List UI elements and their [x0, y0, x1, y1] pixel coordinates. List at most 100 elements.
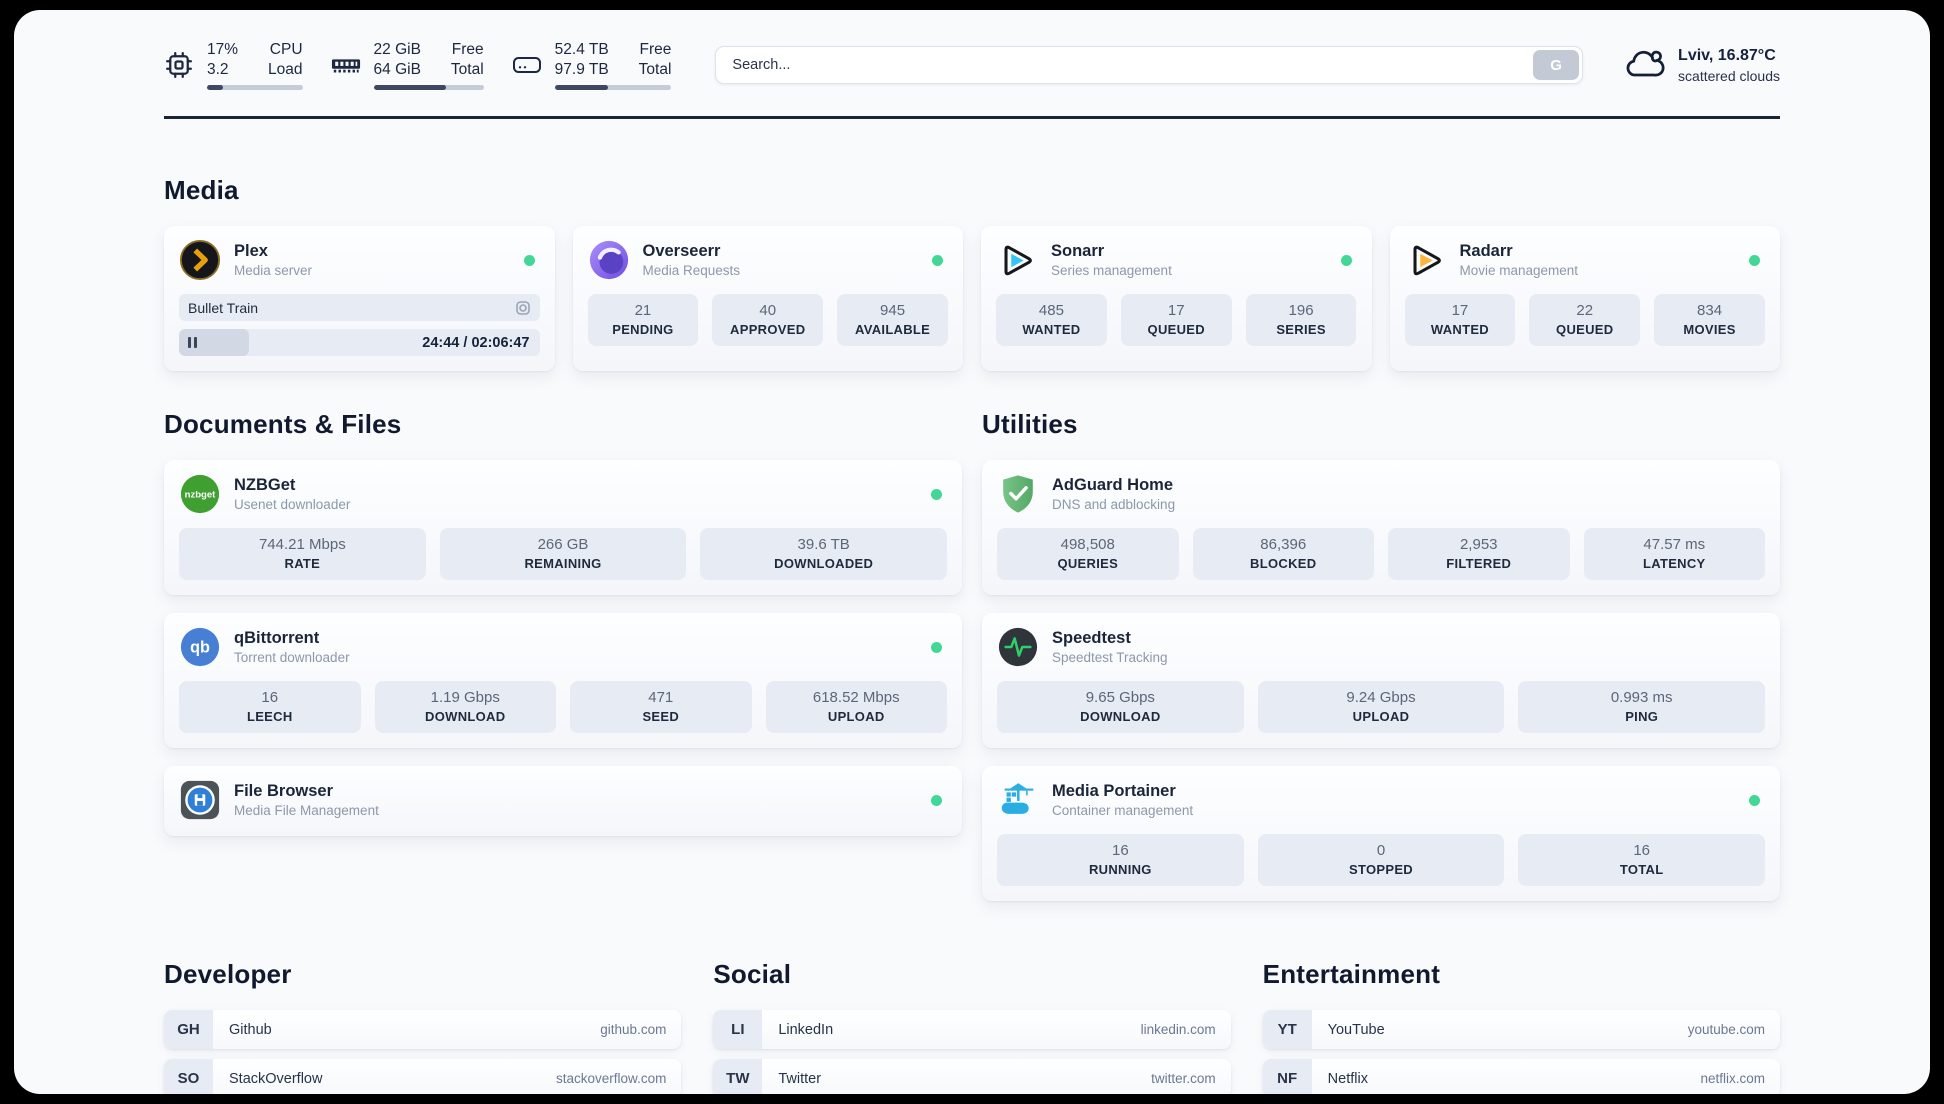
link-url: twitter.com [1151, 1071, 1216, 1087]
link-name: StackOverflow [229, 1070, 323, 1087]
weather-location-temp: Lviv, 16.87°C [1678, 46, 1776, 64]
pause-icon[interactable] [188, 337, 197, 349]
stat-box: 16 LEECH [179, 681, 361, 734]
metric-disk: 52.4 TB Free 97.9 TB Total [512, 40, 672, 91]
section-documents-files: Documents & Files nzbget NZBGet Usenet d [164, 409, 962, 901]
link-abbr-badge: LI [713, 1010, 763, 1050]
service-card-nzbget[interactable]: nzbget NZBGet Usenet downloader 744.21 M… [164, 460, 962, 596]
bookmark-group-social: Social LI LinkedIn linkedin.com TW Twitt… [713, 959, 1231, 1094]
stat-box: 471 SEED [570, 681, 752, 734]
section-heading-entertainment: Entertainment [1262, 959, 1441, 990]
metric-ram: 22 GiB Free 64 GiB Total [331, 40, 484, 91]
stat-box: 618.52 Mbps UPLOAD [765, 681, 947, 734]
section-heading-media: Media [164, 175, 239, 206]
disk-drive-icon [512, 54, 542, 76]
service-subtitle: Torrent downloader [234, 650, 350, 666]
stat-box: 744.21 Mbps RATE [179, 528, 426, 581]
stat-box: 498,508 QUERIES [997, 528, 1179, 581]
service-title: File Browser [234, 782, 334, 801]
bookmark-link-github[interactable]: GH Github github.com [164, 1010, 682, 1050]
link-name: Github [229, 1021, 272, 1038]
link-url: netflix.com [1700, 1071, 1765, 1087]
bookmark-link-linkedin[interactable]: LI LinkedIn linkedin.com [713, 1010, 1231, 1050]
service-card-adguard[interactable]: AdGuard Home DNS and adblocking 498,508 … [982, 460, 1780, 596]
service-subtitle: Media File Management [234, 803, 379, 819]
ram-progress-bar [373, 85, 484, 91]
now-playing-title: Bullet Train [188, 299, 259, 316]
service-card-overseerr[interactable]: Overseerr Media Requests 21 PENDING 40 A… [572, 226, 963, 372]
cpu-progress-bar [207, 85, 303, 91]
service-card-qbittorrent[interactable]: qb qBittorrent Torrent downloader 16 LEE… [164, 613, 962, 749]
speedtest-pulse-icon [997, 626, 1039, 668]
service-subtitle: Speedtest Tracking [1052, 650, 1168, 666]
disk-total-label: Total [638, 61, 672, 79]
service-subtitle: Container management [1052, 803, 1194, 819]
link-url: youtube.com [1687, 1022, 1765, 1038]
weather-condition: scattered clouds [1678, 67, 1780, 84]
header-divider [164, 116, 1780, 120]
disk-free-label: Free [639, 41, 672, 58]
stat-box: 9.65 Gbps DOWNLOAD [997, 681, 1244, 734]
link-name: Netflix [1327, 1070, 1368, 1087]
weather-widget[interactable]: Lviv, 16.87°C scattered clouds [1623, 47, 1780, 84]
ram-free-label: Free [451, 41, 484, 58]
status-dot [1340, 254, 1352, 266]
service-title: Plex [234, 242, 268, 261]
bookmark-link-stackoverflow[interactable]: SO StackOverflow stackoverflow.com [164, 1059, 682, 1094]
status-dot [931, 794, 942, 806]
stat-box: 16 TOTAL [1518, 834, 1766, 887]
service-title: Sonarr [1051, 242, 1105, 261]
overseerr-icon [588, 239, 630, 281]
service-card-filebrowser[interactable]: File Browser Media File Management [164, 766, 962, 837]
stat-box: 47.57 ms LATENCY [1583, 528, 1765, 581]
stat-box: 485 WANTED [996, 294, 1107, 347]
service-title: qBittorrent [234, 629, 320, 648]
service-subtitle: Media Requests [642, 263, 741, 279]
link-url: github.com [600, 1022, 667, 1038]
filebrowser-icon [179, 779, 221, 821]
stat-box: 2,953 FILTERED [1388, 528, 1570, 581]
stat-box: 9.24 Gbps UPLOAD [1257, 681, 1505, 734]
status-dot [931, 488, 942, 500]
service-subtitle: Movie management [1459, 263, 1579, 279]
service-card-radarr[interactable]: Radarr Movie management 17 WANTED 22 QUE… [1389, 226, 1780, 372]
cpu-usage-label: CPU [269, 41, 303, 58]
bookmark-link-netflix[interactable]: NF Netflix netflix.com [1262, 1059, 1780, 1094]
svg-text:nzbget: nzbget [185, 490, 217, 501]
section-heading-developer: Developer [164, 959, 292, 990]
status-dot [1749, 794, 1760, 806]
svg-text:qb: qb [190, 639, 210, 657]
radarr-icon [1405, 239, 1447, 281]
service-card-plex[interactable]: Plex Media server Bullet Train [164, 226, 555, 372]
playback-progress-bar[interactable]: 24:44 / 02:06:47 [179, 329, 540, 357]
service-card-portainer[interactable]: Media Portainer Container management 16 … [982, 766, 1780, 902]
plex-icon [179, 239, 221, 281]
service-subtitle: Usenet downloader [234, 497, 351, 513]
stat-box: 86,396 BLOCKED [1192, 528, 1374, 581]
qbittorrent-icon: qb [179, 626, 221, 668]
ram-free-value: 22 GiB [373, 41, 421, 58]
sonarr-icon [996, 239, 1038, 281]
cloud-icon [1623, 48, 1665, 82]
status-dot [1749, 254, 1760, 266]
search-bar: G [715, 46, 1584, 85]
link-abbr-badge: SO [164, 1059, 213, 1094]
link-abbr-badge: GH [164, 1010, 213, 1050]
bookmark-link-twitter[interactable]: TW Twitter twitter.com [713, 1059, 1231, 1094]
dashboard-page: 17% CPU 3.2 Load [14, 10, 1930, 1094]
stat-box: 22 QUEUED [1529, 294, 1641, 347]
service-card-sonarr[interactable]: Sonarr Series management 485 WANTED 17 Q… [981, 226, 1372, 372]
service-card-speedtest[interactable]: Speedtest Speedtest Tracking 9.65 Gbps D… [982, 613, 1780, 749]
session-view-icon[interactable] [515, 300, 531, 316]
playback-time: 24:44 / 02:06:47 [422, 334, 530, 351]
status-dot [932, 254, 943, 266]
search-input[interactable] [715, 46, 1584, 85]
search-engine-button[interactable]: G [1533, 50, 1580, 81]
bookmark-link-youtube[interactable]: YT YouTube youtube.com [1262, 1010, 1780, 1050]
link-abbr-badge: YT [1262, 1010, 1312, 1050]
stat-box: 21 PENDING [587, 294, 699, 347]
status-dot [931, 641, 942, 653]
service-title: NZBGet [234, 476, 296, 495]
service-subtitle: DNS and adblocking [1052, 497, 1176, 513]
link-url: stackoverflow.com [556, 1071, 667, 1087]
